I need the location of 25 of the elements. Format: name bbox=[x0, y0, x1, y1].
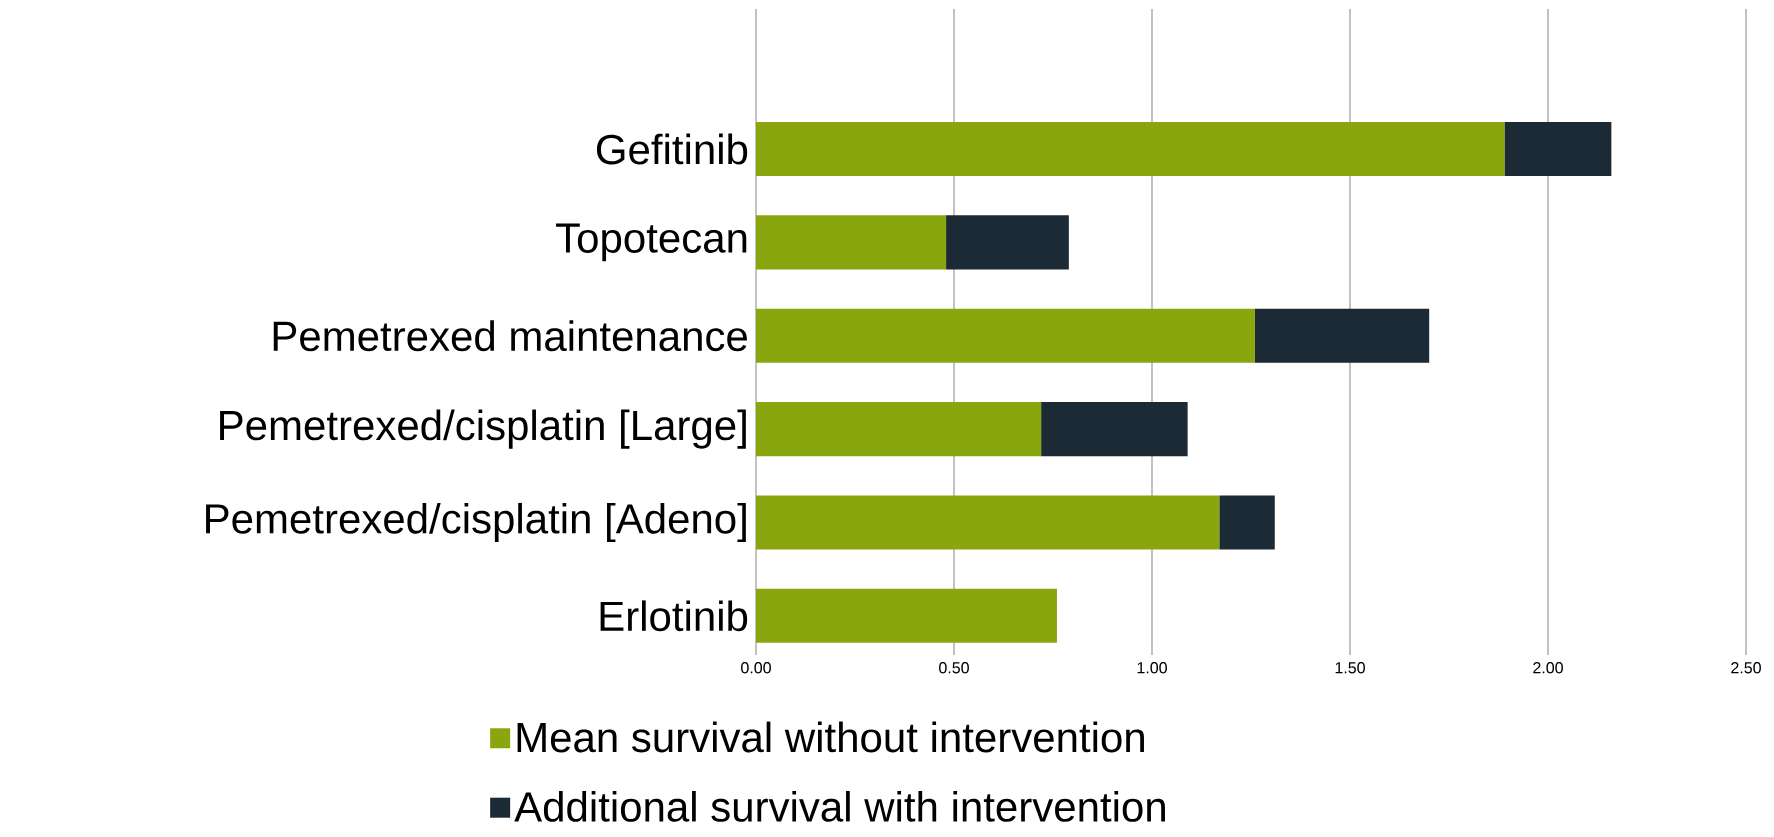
x-tick-label: 0.00 bbox=[741, 662, 771, 674]
bar bbox=[1254, 308, 1430, 363]
bar bbox=[1041, 402, 1188, 457]
bar bbox=[756, 402, 1042, 457]
bar bbox=[756, 308, 1255, 363]
bar bbox=[1504, 121, 1612, 177]
y-tick-label: Pemetrexed maintenance bbox=[273, 320, 747, 352]
y-tick-label: Pemetrexed/cisplatin [Adeno] bbox=[206, 502, 746, 543]
y-tick-label: Topotecan bbox=[556, 223, 747, 262]
x-tick-label: 1.50 bbox=[1335, 662, 1365, 674]
x-tick-label: 2.50 bbox=[1731, 662, 1761, 674]
x-tick-label: 0.50 bbox=[939, 662, 969, 674]
x-tick-label: 1.00 bbox=[1137, 662, 1167, 674]
legend-label: Additional survival with intervention bbox=[514, 790, 1165, 822]
bar bbox=[756, 495, 1220, 550]
y-tick-label: Pemetrexed/cisplatin [Large] bbox=[220, 409, 746, 449]
x-tick-label: 2.00 bbox=[1533, 662, 1563, 674]
bar bbox=[946, 215, 1069, 270]
legend-label: Mean survival without intervention bbox=[517, 721, 1144, 753]
y-tick-label: Erlotinib bbox=[600, 600, 748, 632]
bar bbox=[756, 215, 947, 270]
bar bbox=[756, 121, 1505, 177]
y-tick-label: Gefitinib bbox=[596, 133, 748, 165]
bar bbox=[756, 588, 1057, 643]
bar bbox=[1219, 495, 1275, 550]
